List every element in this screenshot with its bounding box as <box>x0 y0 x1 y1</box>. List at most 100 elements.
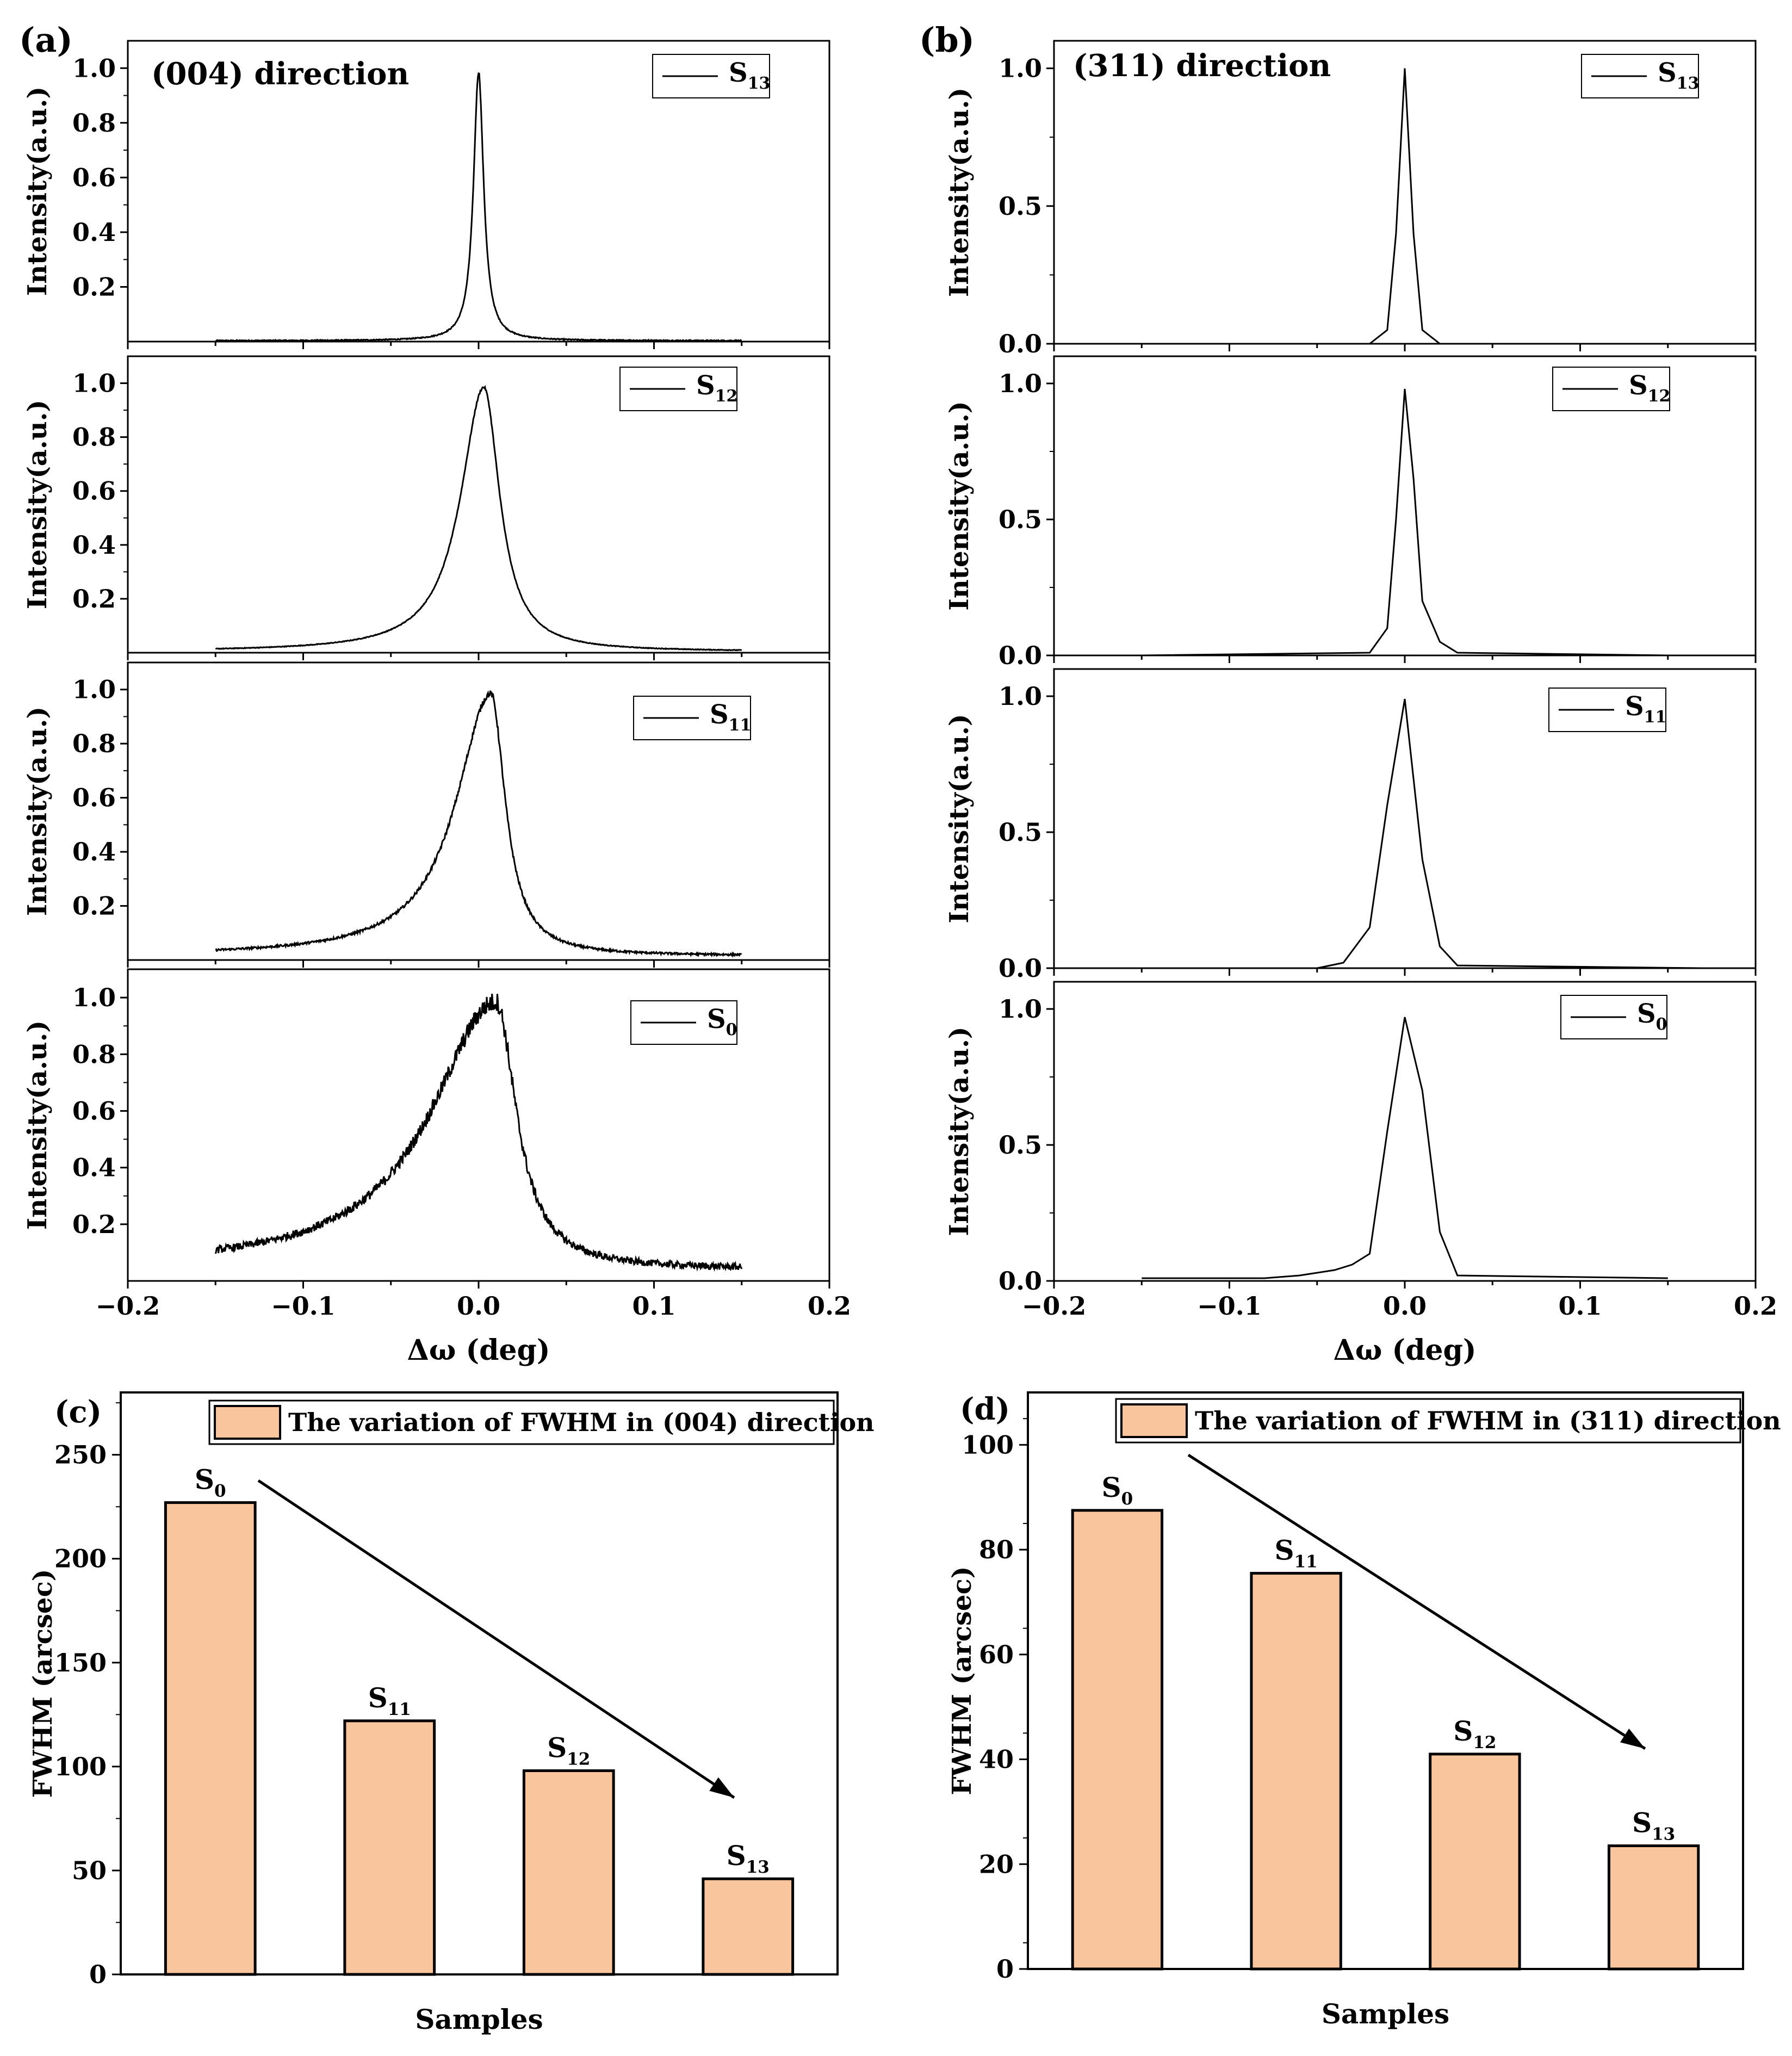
y-tick-label: 0.8 <box>72 729 116 758</box>
y-tick-label: 0.4 <box>72 837 116 866</box>
bar-label-S13: S13 <box>727 1840 770 1877</box>
panel-c-bar-chart: 0 50 100 150 200 250 FWHM (arcsec) Samples S0 S11… <box>28 1391 875 2035</box>
series-line-S0 <box>214 993 743 1272</box>
legend-label-S12: S12 <box>696 370 737 406</box>
y-tick-label: 150 <box>54 1648 107 1677</box>
y-tick-label: 0.5 <box>999 505 1042 534</box>
series-line-S11 <box>215 690 742 958</box>
y-tick-label: 50 <box>72 1856 107 1885</box>
direction-label: (311) direction <box>1073 48 1331 84</box>
x-tick-label: 0.2 <box>808 1291 851 1321</box>
y-tick-label: 0.0 <box>999 641 1042 670</box>
y-axis-label: FWHM (arcsec) <box>947 1566 977 1795</box>
y-tick-label: 0.5 <box>999 191 1042 221</box>
bar-plot-frame <box>1027 1391 1744 1970</box>
x-tick-label: 0.1 <box>632 1291 675 1321</box>
y-tick-label: 20 <box>979 1849 1014 1879</box>
x-axis-label: Δω (deg) <box>407 1334 550 1367</box>
bar-S0 <box>164 1501 257 1976</box>
series-line-S12 <box>215 385 742 652</box>
panel-a-label: (a) <box>19 20 73 60</box>
y-axis-label: Intensity(a.u.) <box>22 1020 53 1230</box>
bar-S0 <box>1071 1509 1164 1971</box>
bar-S11 <box>1250 1571 1342 1971</box>
y-tick-label: 1.0 <box>72 675 116 704</box>
x-tick-label: −0.2 <box>1022 1291 1087 1321</box>
trend-arrow-head <box>1620 1729 1645 1749</box>
y-tick-label: 0.0 <box>999 329 1042 358</box>
y-tick-label: 1.0 <box>72 53 116 83</box>
y-axis-label: Intensity(a.u.) <box>22 400 53 609</box>
y-tick-label: 0.0 <box>999 1266 1042 1296</box>
panel-d-bar-chart: 0 20 40 60 80 100 FWHM (arcsec) Samples S0 S11 S12… <box>947 1391 1781 2030</box>
y-tick-label: 0.2 <box>72 584 116 614</box>
y-tick-label: 0.2 <box>72 272 116 301</box>
y-tick-label: 0 <box>89 1960 107 1989</box>
bar-label-S11: S11 <box>1275 1534 1318 1571</box>
bar-S13 <box>1607 1844 1700 1971</box>
legend-label-S11: S11 <box>710 699 751 735</box>
y-axis-label: Intensity(a.u.) <box>944 1026 975 1236</box>
x-axis-label: Δω (deg) <box>1334 1334 1477 1367</box>
y-tick-label: 0.4 <box>72 1153 116 1182</box>
legend-label: The variation of FWHM in (311) direction <box>1195 1406 1781 1435</box>
y-axis-label: FWHM (arcsec) <box>28 1569 58 1798</box>
y-tick-label: 0 <box>996 1954 1014 1984</box>
series-line-S0 <box>1142 1017 1668 1279</box>
series-line-S12 <box>1142 388 1668 657</box>
y-tick-label: 0.8 <box>72 423 116 452</box>
y-axis-label: Intensity(a.u.) <box>944 714 975 923</box>
bar-label-S12: S12 <box>547 1732 590 1769</box>
x-axis-label: Samples <box>1322 1998 1449 2030</box>
y-tick-label: 1.0 <box>999 54 1042 83</box>
bar-S12 <box>522 1769 615 1976</box>
legend-label-S11: S11 <box>1625 691 1666 727</box>
bar-plot-frame <box>120 1391 839 1976</box>
series-line-S13 <box>215 72 742 343</box>
y-tick-label: 0.6 <box>72 163 116 192</box>
y-tick-label: 0.0 <box>999 953 1042 983</box>
y-tick-label: 1.0 <box>72 369 116 398</box>
bar-S13 <box>702 1877 795 1976</box>
bar-label-S13: S13 <box>1632 1807 1675 1844</box>
direction-label: (004) direction <box>151 56 409 92</box>
panel-d-label: (d) <box>960 1391 1010 1427</box>
y-tick-label: 1.0 <box>72 983 116 1012</box>
x-tick-label: 0.0 <box>457 1291 500 1321</box>
y-tick-label: 40 <box>979 1745 1014 1774</box>
legend-swatch <box>1120 1403 1188 1438</box>
bar-label-S12: S12 <box>1453 1715 1496 1752</box>
bar-label-S0: S0 <box>195 1464 226 1501</box>
trend-arrow-line <box>1187 1453 1646 1750</box>
y-tick-label: 0.5 <box>999 1130 1042 1160</box>
y-tick-label: 0.2 <box>72 1210 116 1239</box>
legend-box <box>1115 1398 1741 1444</box>
y-tick-label: 100 <box>54 1752 107 1781</box>
y-tick-label: 0.4 <box>72 218 116 247</box>
x-tick-label: 0.2 <box>1734 1291 1777 1321</box>
y-tick-label: 0.4 <box>72 530 116 560</box>
y-tick-label: 80 <box>979 1535 1014 1564</box>
y-tick-label: 1.0 <box>999 682 1042 711</box>
y-tick-label: 60 <box>979 1640 1014 1669</box>
x-tick-label: −0.2 <box>96 1291 160 1321</box>
y-tick-label: 0.5 <box>999 818 1042 847</box>
y-tick-label: 200 <box>54 1544 107 1574</box>
legend-swatch <box>214 1405 281 1440</box>
panel-b-label: (b) <box>919 20 975 60</box>
series-line-S11 <box>1106 698 1703 969</box>
legend-label-S13: S13 <box>1658 58 1699 93</box>
y-tick-label: 0.2 <box>72 891 116 921</box>
series-line-S13 <box>1142 68 1668 345</box>
legend-label-S0: S0 <box>1637 999 1667 1034</box>
panel-a-stacked-plots: 0.2 0.4 0.6 0.8 1.0 Intensity(a.u.) S13 0.2 0.4 0… <box>22 40 851 1367</box>
bar-S11 <box>343 1719 436 1976</box>
x-axis-label: Samples <box>415 2003 543 2035</box>
y-tick-label: 1.0 <box>999 369 1042 398</box>
y-tick-label: 250 <box>54 1440 107 1470</box>
trend-arrow-line <box>257 1479 735 1799</box>
y-tick-label: 0.6 <box>72 783 116 813</box>
x-tick-label: 0.0 <box>1383 1291 1427 1321</box>
y-tick-label: 100 <box>962 1430 1014 1459</box>
